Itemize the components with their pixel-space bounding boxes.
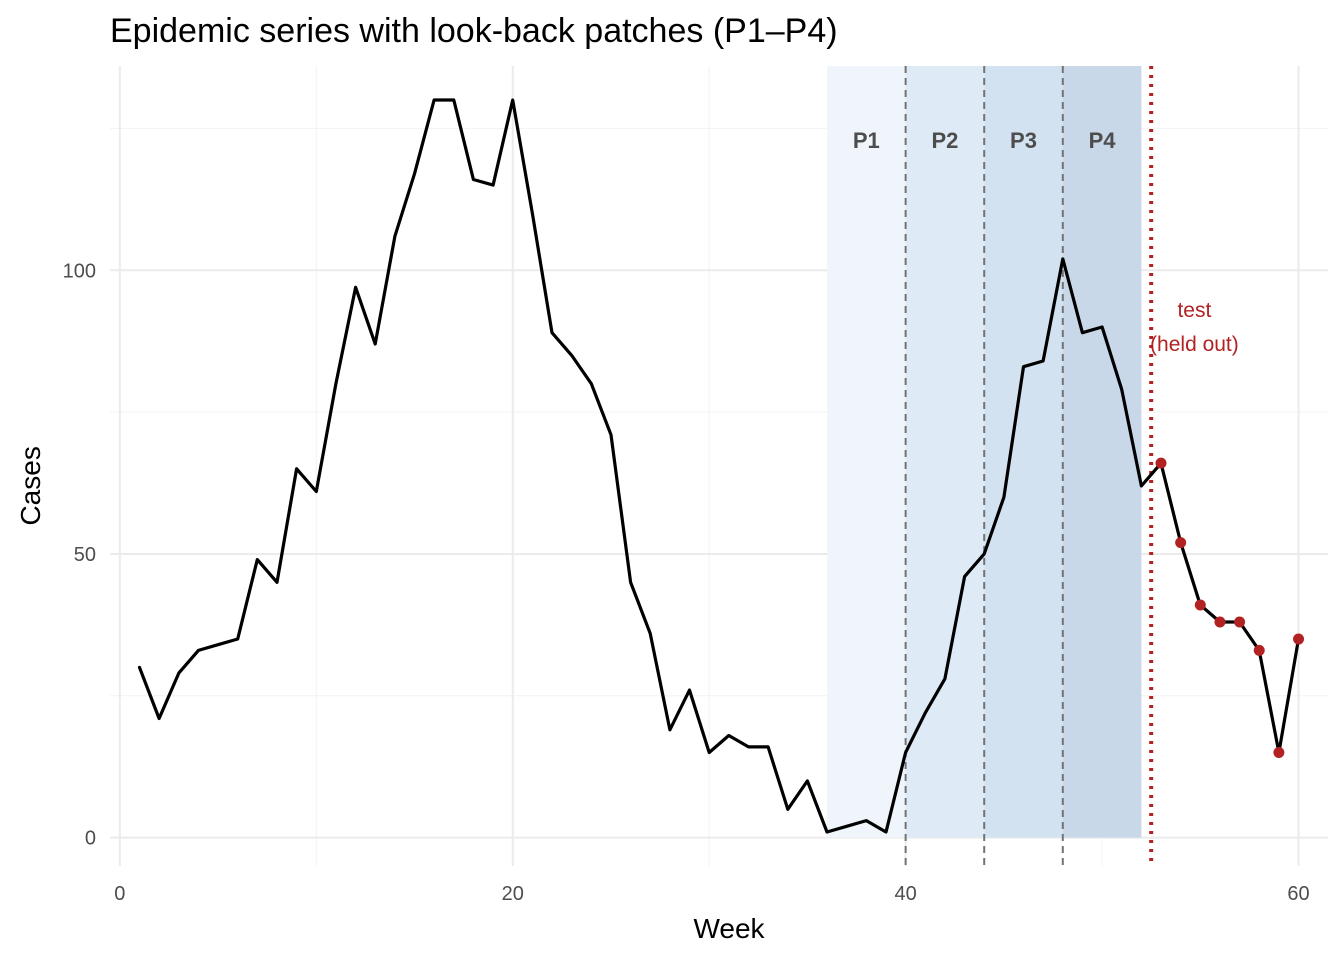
patch-label-4: P4 xyxy=(1089,128,1117,153)
x-tick-label: 0 xyxy=(114,883,125,905)
test-label-line: test xyxy=(1177,299,1211,322)
test-point xyxy=(1253,644,1265,656)
patch-rect-4 xyxy=(1062,66,1142,838)
patch-rect-1 xyxy=(827,66,906,838)
test-point xyxy=(1273,747,1285,759)
x-axis-title: Week xyxy=(693,913,765,944)
test-point xyxy=(1194,599,1206,611)
x-tick-label: 60 xyxy=(1287,883,1309,905)
test-point xyxy=(1234,616,1246,628)
patch-label-2: P2 xyxy=(931,128,958,153)
test-point xyxy=(1155,457,1167,469)
test-point xyxy=(1293,633,1305,645)
test-point xyxy=(1214,616,1226,628)
patch-rect-2 xyxy=(905,66,985,838)
x-tick-label: 40 xyxy=(895,883,917,905)
chart-title: Epidemic series with look-back patches (… xyxy=(110,12,838,50)
test-point xyxy=(1175,537,1187,549)
test-label-line: (held out) xyxy=(1150,333,1239,356)
y-tick-label: 0 xyxy=(85,828,96,850)
patch-label-1: P1 xyxy=(853,128,880,153)
y-axis-title: Cases xyxy=(15,446,46,525)
y-tick-label: 50 xyxy=(74,544,96,566)
x-tick-label: 20 xyxy=(502,883,524,905)
patch-rect-3 xyxy=(984,66,1063,838)
y-tick-label: 100 xyxy=(63,260,96,282)
patch-label-3: P3 xyxy=(1010,128,1037,153)
series-line xyxy=(137,98,1301,834)
